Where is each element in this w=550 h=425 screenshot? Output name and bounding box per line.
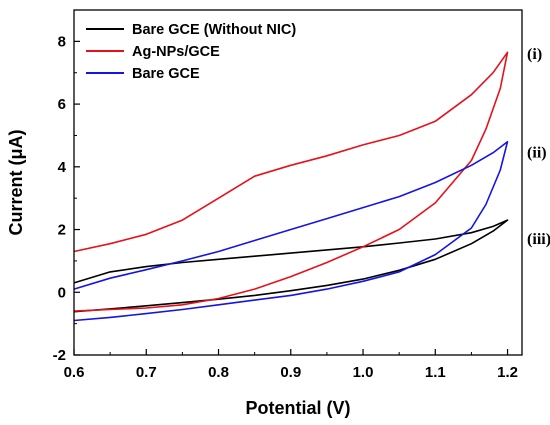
x-tick-label: 1.1 xyxy=(425,364,446,381)
x-tick-label: 1.2 xyxy=(497,364,518,381)
legend-entry-0: Bare GCE (Without NIC) xyxy=(132,22,296,38)
curves-layer xyxy=(73,51,509,322)
x-axis-title: Potential (V) xyxy=(245,398,350,418)
y-tick-label: 6 xyxy=(58,96,66,113)
series-line-1 xyxy=(73,51,509,312)
series-line-2 xyxy=(73,140,509,322)
y-tick-label: 2 xyxy=(58,222,66,239)
annotation-ii: (ii) xyxy=(527,145,547,162)
x-tick-label: 0.8 xyxy=(208,364,229,381)
annotation-iii: (iii) xyxy=(527,231,550,248)
x-tick-label: 0.7 xyxy=(136,364,157,381)
x-axis-ticks: 0.6 0.7 0.8 0.9 1.0 1.1 1.2 xyxy=(64,349,518,381)
x-tick-label: 1.0 xyxy=(353,364,374,381)
series-line-0 xyxy=(73,219,509,313)
legend: Bare GCE (Without NIC) Ag-NPs/GCE Bare G… xyxy=(86,22,296,82)
y-tick-label: -2 xyxy=(53,347,66,364)
y-tick-label: 0 xyxy=(58,284,66,301)
x-tick-label: 0.6 xyxy=(64,364,85,381)
curve-annotations: (i) (ii) (iii) xyxy=(527,46,550,248)
legend-entry-2: Bare GCE xyxy=(132,66,200,82)
x-tick-label: 0.9 xyxy=(280,364,301,381)
y-axis-title: Current (μA) xyxy=(6,129,26,235)
plot-frame xyxy=(73,9,523,356)
legend-entry-1: Ag-NPs/GCE xyxy=(132,44,220,60)
y-tick-label: 4 xyxy=(58,159,67,176)
annotation-i: (i) xyxy=(527,46,542,63)
y-tick-label: 8 xyxy=(58,33,66,50)
y-axis-ticks: -2 0 2 4 6 8 xyxy=(53,9,80,364)
